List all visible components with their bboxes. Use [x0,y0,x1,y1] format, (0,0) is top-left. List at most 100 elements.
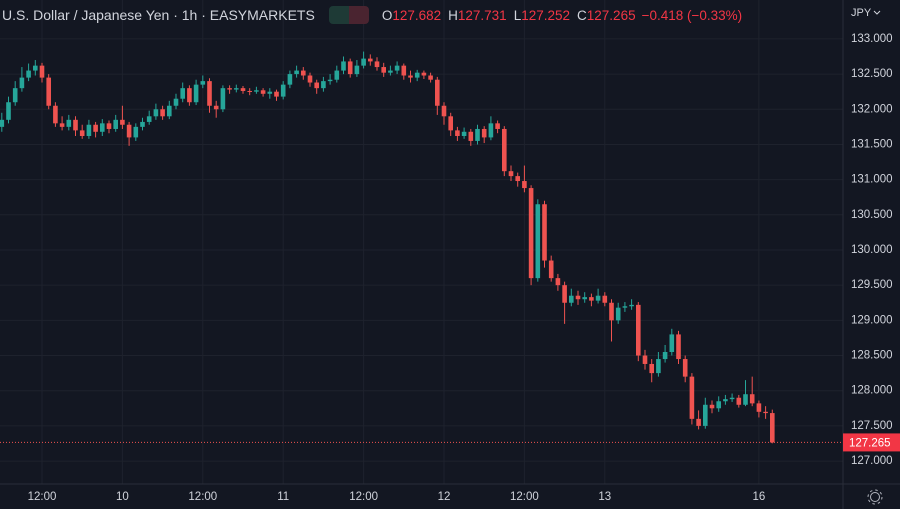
candle-body [414,72,420,78]
y-tick-label: 127.000 [851,455,893,467]
candle-body [133,126,139,138]
change: −0.418 (−0.33%) [641,7,743,23]
candle-body [528,188,534,279]
settings-icon[interactable] [867,489,883,505]
candle-body [649,363,654,374]
status-pill[interactable] [328,6,369,24]
candle-body [689,376,695,419]
candle-body [401,65,407,76]
candle-body [642,355,648,364]
candle-body [394,65,400,71]
x-tick-label: 12:00 [349,491,378,503]
candle-body [100,123,105,132]
candle-body [280,84,286,97]
candle-body [508,171,514,177]
y-tick-label: 128.000 [851,385,893,397]
candle-body [522,181,527,189]
candle-body [153,109,159,117]
candle-body [113,119,118,129]
header: U.S. Dollar / Japanese Yen · 1h · EASYMA… [2,6,748,24]
candle-body [321,81,326,89]
candle-body [709,404,715,409]
candle-body [294,70,299,75]
candle-body [435,79,440,106]
candle-body [763,411,768,414]
y-tick-label: 128.500 [851,350,893,362]
candle-body [227,88,232,90]
candle-body [12,88,18,103]
candle-body [160,109,165,117]
candle-body [267,91,273,94]
candle-body [729,397,735,400]
candle-body [140,121,145,127]
candle-body [582,297,587,300]
candle-body [354,65,360,75]
candle-body [428,75,433,80]
candle-body [749,394,755,404]
candle-body [0,119,5,127]
candle-body [347,61,353,75]
gear[interactable] [870,492,880,502]
market-status[interactable] [328,6,349,24]
candle-body [93,124,98,132]
candle-body [502,128,507,172]
candle-body [602,295,608,303]
candle-body [381,67,386,73]
candle-body [421,72,427,76]
ohlc-letter: O [381,7,393,23]
y-tick-label: 132.000 [851,103,893,115]
candle-body [555,278,561,286]
candle-body [696,418,701,426]
candle-body [301,70,306,76]
y-tick-label: 133.000 [851,33,893,45]
symbol-title: U.S. Dollar / Japanese Yen · 1h · EASYMA… [2,7,315,23]
candle-body [120,119,125,125]
candle-body [548,260,554,279]
candle-body [622,306,628,308]
last-price-label: 127.265 [849,437,891,449]
candle-body [682,359,688,377]
candle-body [247,90,252,92]
ohlc-value: 127.731 [457,7,507,23]
y-tick-label: 129.000 [851,314,893,326]
y-tick-label: 131.000 [851,174,893,186]
candle-body [213,105,219,110]
ohlc-letter: H [448,7,458,23]
candle-body [207,81,212,106]
candle-body [254,90,259,92]
candle-body [6,102,11,120]
candle-body [448,116,453,131]
candle-body [193,84,199,103]
candle-body [669,334,675,353]
candle-body [736,397,742,405]
candle-body [589,297,594,301]
candle-body [662,352,668,360]
candle-body [327,79,333,82]
candle-body [234,88,239,90]
candle-body [535,204,541,279]
data-status[interactable] [348,6,369,24]
candle-body [770,413,775,443]
candle-body [723,399,728,402]
y-tick-label: 131.500 [851,138,893,150]
candle-body [314,82,319,89]
candle-body [542,204,547,261]
currency-menu-icon[interactable] [873,10,881,15]
x-tick-label: 16 [753,491,766,503]
last-price-tag [843,433,900,452]
candle-body [468,131,474,141]
candle-body [361,58,366,66]
candle-body [374,61,380,68]
candle-body [408,75,413,78]
ohlc-letter: L [513,7,522,23]
candle-body [388,70,393,73]
candle-body [455,130,460,137]
candle-body [475,128,480,141]
candle-body [106,123,112,129]
candle-body [636,304,641,356]
x-tick-label: 12:00 [28,491,57,503]
gear-teeth[interactable] [867,489,883,505]
